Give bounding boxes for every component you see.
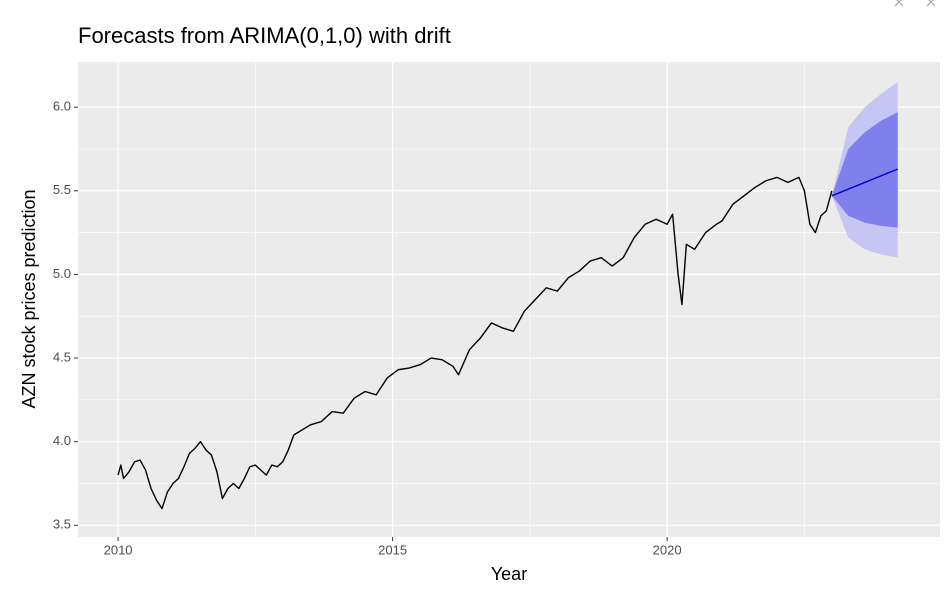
marks	[117, 82, 898, 510]
y-tick-label: 6.0	[53, 99, 71, 114]
x-tick-label: 2020	[653, 542, 682, 557]
y-tick-label: 3.5	[53, 517, 71, 532]
y-tick-label: 4.5	[53, 349, 71, 364]
x-axis-label: Year	[491, 564, 527, 584]
series-line	[117, 176, 833, 510]
chart-title: Forecasts from ARIMA(0,1,0) with drift	[78, 23, 451, 48]
window-controls	[894, 0, 936, 7]
panel	[78, 62, 940, 537]
y-tick-label: 5.5	[53, 182, 71, 197]
series-line	[831, 168, 898, 197]
y-tick-label: 4.0	[53, 433, 71, 448]
x-tick-label: 2015	[378, 542, 407, 557]
forecast-interval	[831, 112, 898, 228]
grid	[78, 62, 940, 537]
y-axis-label: AZN stock prices prediction	[19, 189, 39, 408]
x-tick-label: 2010	[104, 542, 133, 557]
y-tick-label: 5.0	[53, 266, 71, 281]
